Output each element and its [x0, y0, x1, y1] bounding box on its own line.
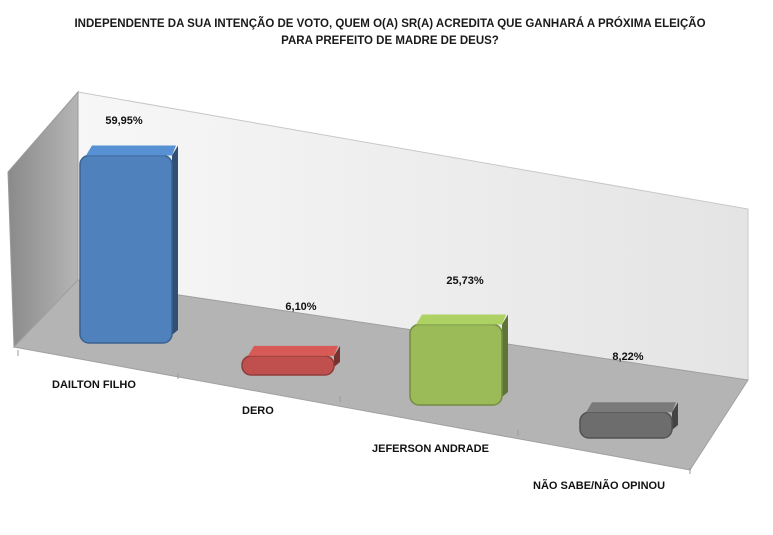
- chart-title: INDEPENDENTE DA SUA INTENÇÃO DE VOTO, QU…: [74, 18, 706, 47]
- bar-4: [579, 402, 678, 439]
- bar-side: [334, 345, 340, 367]
- floor: [12, 279, 749, 471]
- bar-2: [241, 345, 340, 376]
- value-label: 6,10%: [285, 301, 316, 313]
- bar-top: [86, 145, 176, 156]
- bars: [79, 145, 678, 439]
- value-label: 25,73%: [446, 275, 484, 287]
- category-label: JEFERSON ANDRADE: [372, 443, 489, 455]
- bar-front: [409, 323, 503, 406]
- value-label: 8,22%: [612, 351, 643, 363]
- bar-side: [672, 402, 678, 430]
- category-label: DAILTON FILHO: [52, 379, 136, 391]
- category-label: NÃO SABE/NÃO OPINOU: [533, 479, 665, 492]
- bar-side: [502, 314, 508, 397]
- bar-3: [409, 314, 508, 406]
- bar-side: [172, 145, 178, 335]
- floor-ticks: [17, 350, 691, 474]
- bar-top: [416, 314, 506, 325]
- bar-1: [79, 145, 178, 344]
- value-label: 59,95%: [105, 115, 143, 127]
- bar-top: [586, 402, 676, 413]
- bar-front: [579, 411, 673, 439]
- bar-front: [79, 154, 173, 344]
- category-label: DERO: [242, 405, 274, 417]
- bar-front: [241, 355, 335, 376]
- bar-top: [248, 345, 338, 356]
